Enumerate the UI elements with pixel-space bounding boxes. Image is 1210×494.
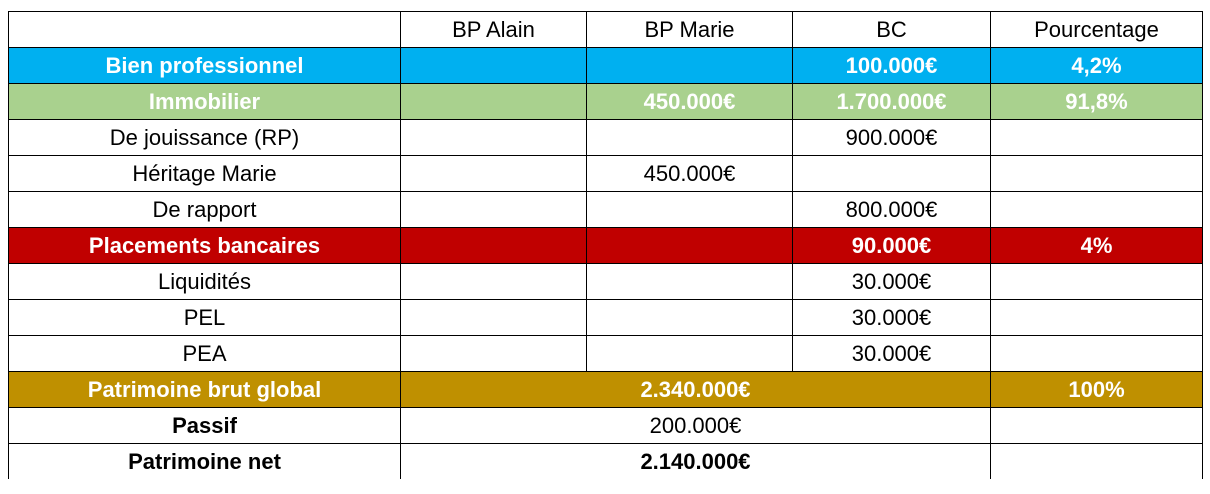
cell-bp-alain xyxy=(400,47,587,84)
cell-pourcentage: 4,2% xyxy=(990,47,1203,84)
row-heritage-marie: Héritage Marie 450.000€ xyxy=(8,155,1203,192)
cell-pourcentage xyxy=(990,407,1203,444)
row-label: Patrimoine brut global xyxy=(8,371,401,408)
cell-bp-marie xyxy=(586,263,793,300)
row-immobilier: Immobilier 450.000€ 1.700.000€ 91,8% xyxy=(8,83,1203,120)
row-label: Passif xyxy=(8,407,401,444)
row-patrimoine-net: Patrimoine net 2.140.000€ xyxy=(8,443,1203,479)
cell-bc: 30.000€ xyxy=(792,335,991,372)
row-passif: Passif 200.000€ xyxy=(8,407,1203,444)
cell-bp-alain xyxy=(400,299,587,336)
row-label: PEA xyxy=(8,335,401,372)
cell-bc: 30.000€ xyxy=(792,299,991,336)
header-cell-empty xyxy=(8,11,401,48)
row-label: Patrimoine net xyxy=(8,443,401,479)
cell-bp-alain xyxy=(400,191,587,228)
cell-bp-alain xyxy=(400,83,587,120)
cell-bc: 90.000€ xyxy=(792,227,991,264)
cell-bp-alain xyxy=(400,227,587,264)
cell-pourcentage: 91,8% xyxy=(990,83,1203,120)
row-label: Placements bancaires xyxy=(8,227,401,264)
row-label: Liquidités xyxy=(8,263,401,300)
cell-bp-marie: 450.000€ xyxy=(586,83,793,120)
cell-net-value: 2.140.000€ xyxy=(400,443,991,479)
cell-pourcentage: 100% xyxy=(990,371,1203,408)
row-pea: PEA 30.000€ xyxy=(8,335,1203,372)
cell-pourcentage xyxy=(990,119,1203,156)
header-bc: BC xyxy=(792,11,991,48)
row-placements-bancaires: Placements bancaires 90.000€ 4% xyxy=(8,227,1203,264)
header-bp-alain: BP Alain xyxy=(400,11,587,48)
row-label: PEL xyxy=(8,299,401,336)
row-label: De jouissance (RP) xyxy=(8,119,401,156)
cell-bc xyxy=(792,155,991,192)
cell-bp-alain xyxy=(400,155,587,192)
cell-bp-alain xyxy=(400,263,587,300)
cell-total-value: 2.340.000€ xyxy=(400,371,991,408)
cell-bp-marie xyxy=(586,227,793,264)
cell-bp-marie xyxy=(586,191,793,228)
row-liquidites: Liquidités 30.000€ xyxy=(8,263,1203,300)
row-de-jouissance: De jouissance (RP) 900.000€ xyxy=(8,119,1203,156)
row-de-rapport: De rapport 800.000€ xyxy=(8,191,1203,228)
header-row: BP Alain BP Marie BC Pourcentage xyxy=(8,11,1203,48)
cell-bc: 800.000€ xyxy=(792,191,991,228)
patrimoine-table: BP Alain BP Marie BC Pourcentage Bien pr… xyxy=(8,11,1203,479)
header-bp-marie: BP Marie xyxy=(586,11,793,48)
cell-pourcentage xyxy=(990,191,1203,228)
cell-bp-marie xyxy=(586,299,793,336)
cell-passif-value: 200.000€ xyxy=(400,407,991,444)
cell-bc: 900.000€ xyxy=(792,119,991,156)
cell-bp-alain xyxy=(400,335,587,372)
row-label: Immobilier xyxy=(8,83,401,120)
cell-pourcentage xyxy=(990,263,1203,300)
cell-pourcentage xyxy=(990,443,1203,479)
cell-pourcentage: 4% xyxy=(990,227,1203,264)
cell-bc: 100.000€ xyxy=(792,47,991,84)
cell-bp-marie xyxy=(586,119,793,156)
cell-pourcentage xyxy=(990,299,1203,336)
row-label: Héritage Marie xyxy=(8,155,401,192)
cell-bc: 1.700.000€ xyxy=(792,83,991,120)
cell-bc: 30.000€ xyxy=(792,263,991,300)
cell-bp-marie xyxy=(586,335,793,372)
row-patrimoine-brut-global: Patrimoine brut global 2.340.000€ 100% xyxy=(8,371,1203,408)
cell-pourcentage xyxy=(990,155,1203,192)
cell-pourcentage xyxy=(990,335,1203,372)
row-bien-professionnel: Bien professionnel 100.000€ 4,2% xyxy=(8,47,1203,84)
header-pourcentage: Pourcentage xyxy=(990,11,1203,48)
cell-bp-alain xyxy=(400,119,587,156)
row-label: De rapport xyxy=(8,191,401,228)
row-pel: PEL 30.000€ xyxy=(8,299,1203,336)
cell-bp-marie xyxy=(586,47,793,84)
row-label: Bien professionnel xyxy=(8,47,401,84)
cell-bp-marie: 450.000€ xyxy=(586,155,793,192)
